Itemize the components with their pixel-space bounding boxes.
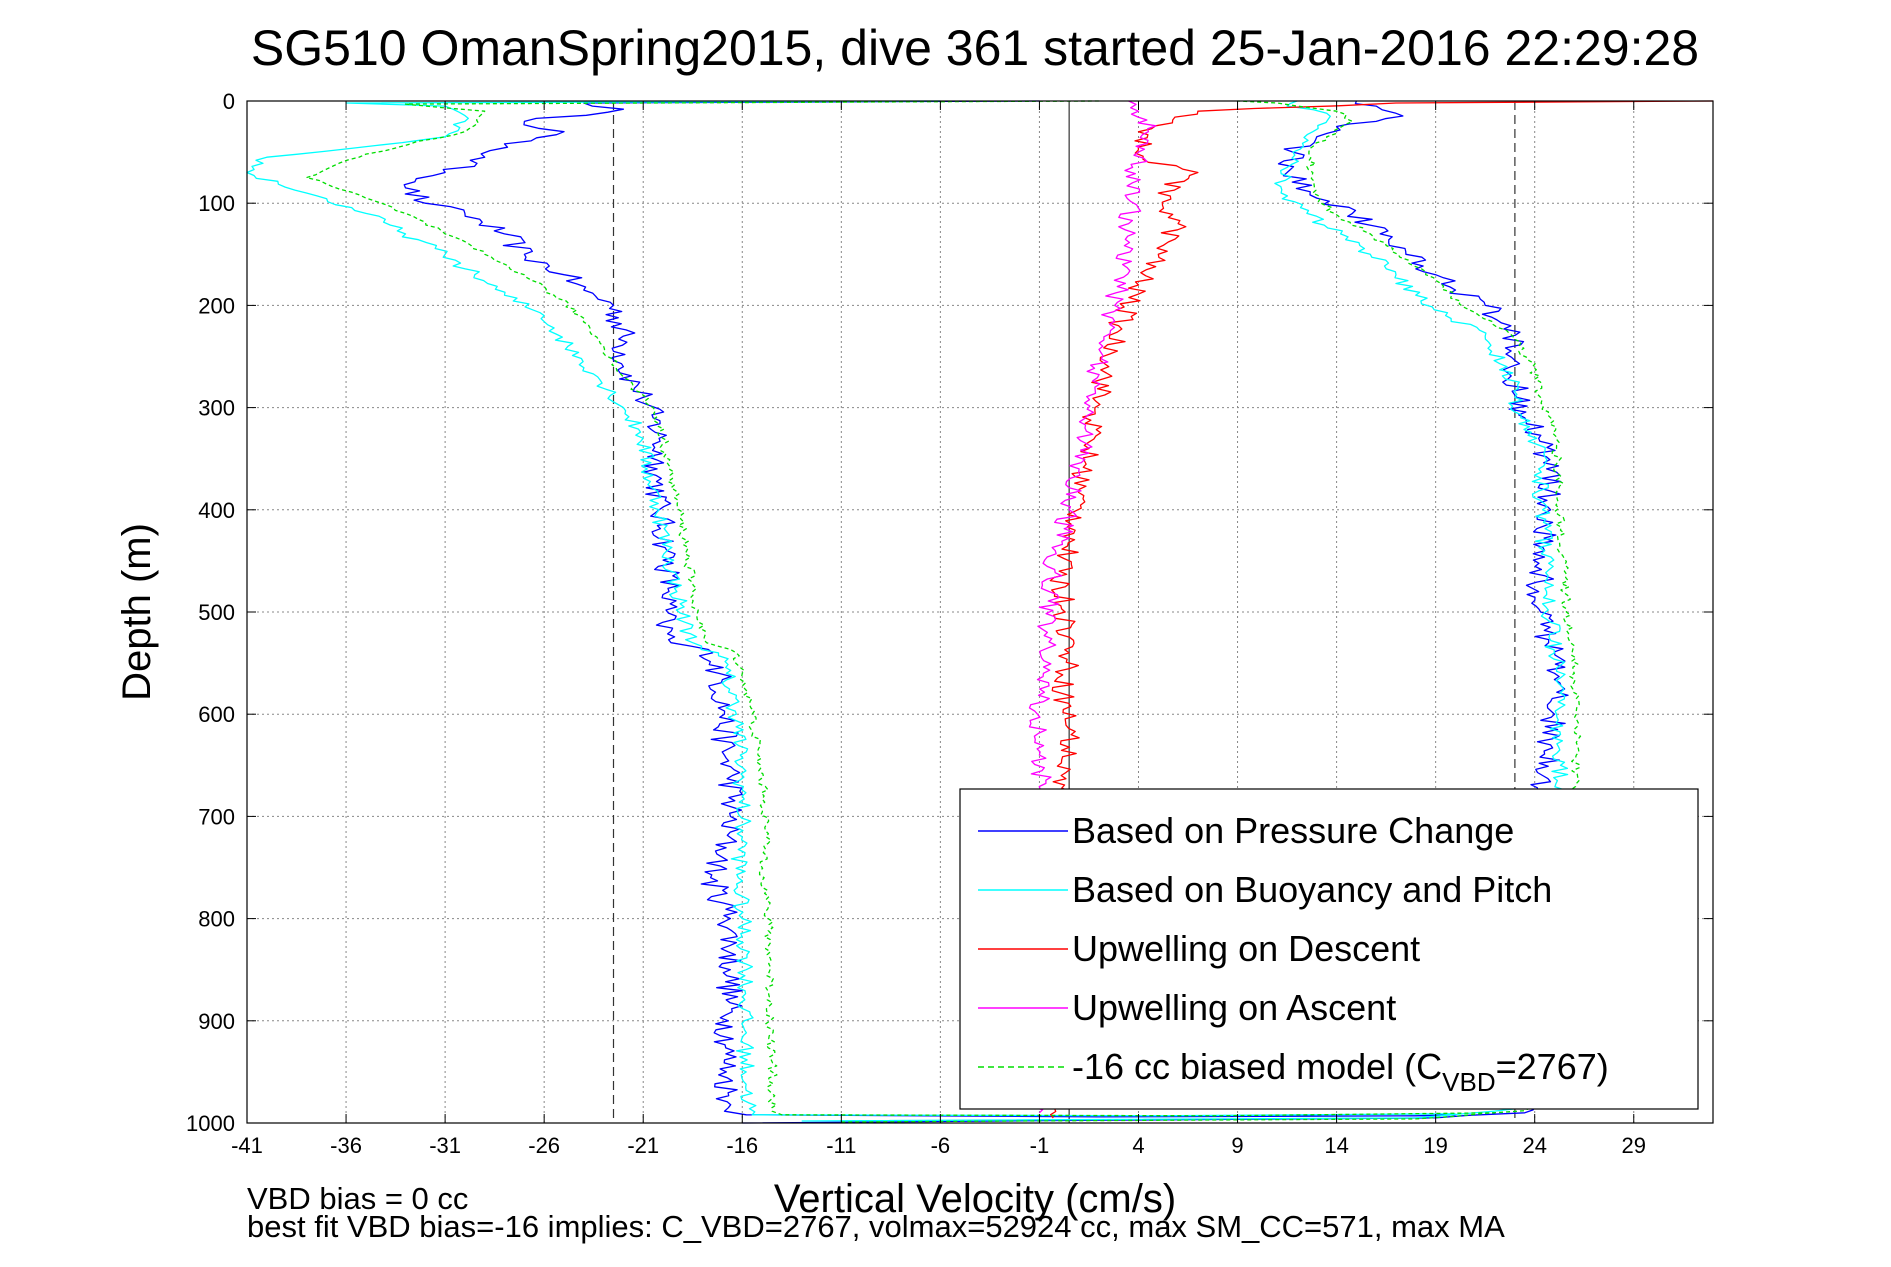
x-tick-label: 24 (1522, 1133, 1546, 1158)
x-tick-label: -11 (826, 1133, 856, 1158)
chart-title: SG510 OmanSpring2015, dive 361 started 2… (251, 20, 1699, 76)
y-tick-label: 300 (198, 396, 235, 421)
x-tick-label: 29 (1622, 1133, 1646, 1158)
x-tick-label: 9 (1231, 1133, 1243, 1158)
legend-label: Upwelling on Descent (1072, 928, 1420, 969)
x-tick-label: -1 (1030, 1133, 1050, 1158)
footer-best-fit-note: best fit VBD bias=-16 implies: C_VBD=276… (247, 1209, 1505, 1244)
x-tick-label: 19 (1423, 1133, 1447, 1158)
x-tick-label: -36 (330, 1133, 362, 1158)
y-tick-label: 400 (198, 498, 235, 523)
x-tick-label: -6 (931, 1133, 951, 1158)
series-lines (246, 100, 1714, 1124)
x-tick-label: -26 (528, 1133, 560, 1158)
series-line-descent (403, 100, 1456, 1118)
legend-label: Based on Pressure Change (1072, 810, 1514, 851)
y-tick-label: 800 (198, 907, 235, 932)
y-tick-label: 700 (198, 804, 235, 829)
series-line-descent (305, 100, 1496, 1117)
series-line-descent (246, 100, 1456, 1117)
legend-label: -16 cc biased model (CVBD=2767) (1072, 1046, 1609, 1097)
y-tick-label: 600 (198, 702, 235, 727)
y-tick-label: 1000 (186, 1111, 235, 1136)
footer-vbd-bias: VBD bias = 0 cc (247, 1181, 468, 1216)
legend-label: Based on Buoyancy and Pitch (1072, 869, 1552, 910)
y-tick-label: 200 (198, 293, 235, 318)
x-tick-label: 14 (1324, 1133, 1348, 1158)
y-tick-label: 500 (198, 600, 235, 625)
y-tick-label: 0 (223, 89, 235, 114)
legend-box (959, 788, 1699, 1110)
y-tick-label: 900 (198, 1009, 235, 1034)
axis-ticks: -41 -36 -31 -26 -21 -16 -11 -6 -1 4 9 14 19 24 29 0 100 2… (186, 89, 1713, 1158)
x-tick-label: -21 (627, 1133, 659, 1158)
y-axis-label: Depth (m) (115, 523, 159, 701)
legend-label: Upwelling on Ascent (1072, 987, 1396, 1028)
legend: Based on Pressure Change Based on Buoyanc… (959, 788, 1699, 1110)
x-tick-label: -16 (726, 1133, 758, 1158)
y-tick-label: 100 (198, 191, 235, 216)
x-tick-label: 4 (1132, 1133, 1144, 1158)
x-tick-label: -41 (231, 1133, 263, 1158)
x-axis-label: Vertical Velocity (cm/s) (774, 1177, 1176, 1221)
x-tick-label: -31 (429, 1133, 461, 1158)
